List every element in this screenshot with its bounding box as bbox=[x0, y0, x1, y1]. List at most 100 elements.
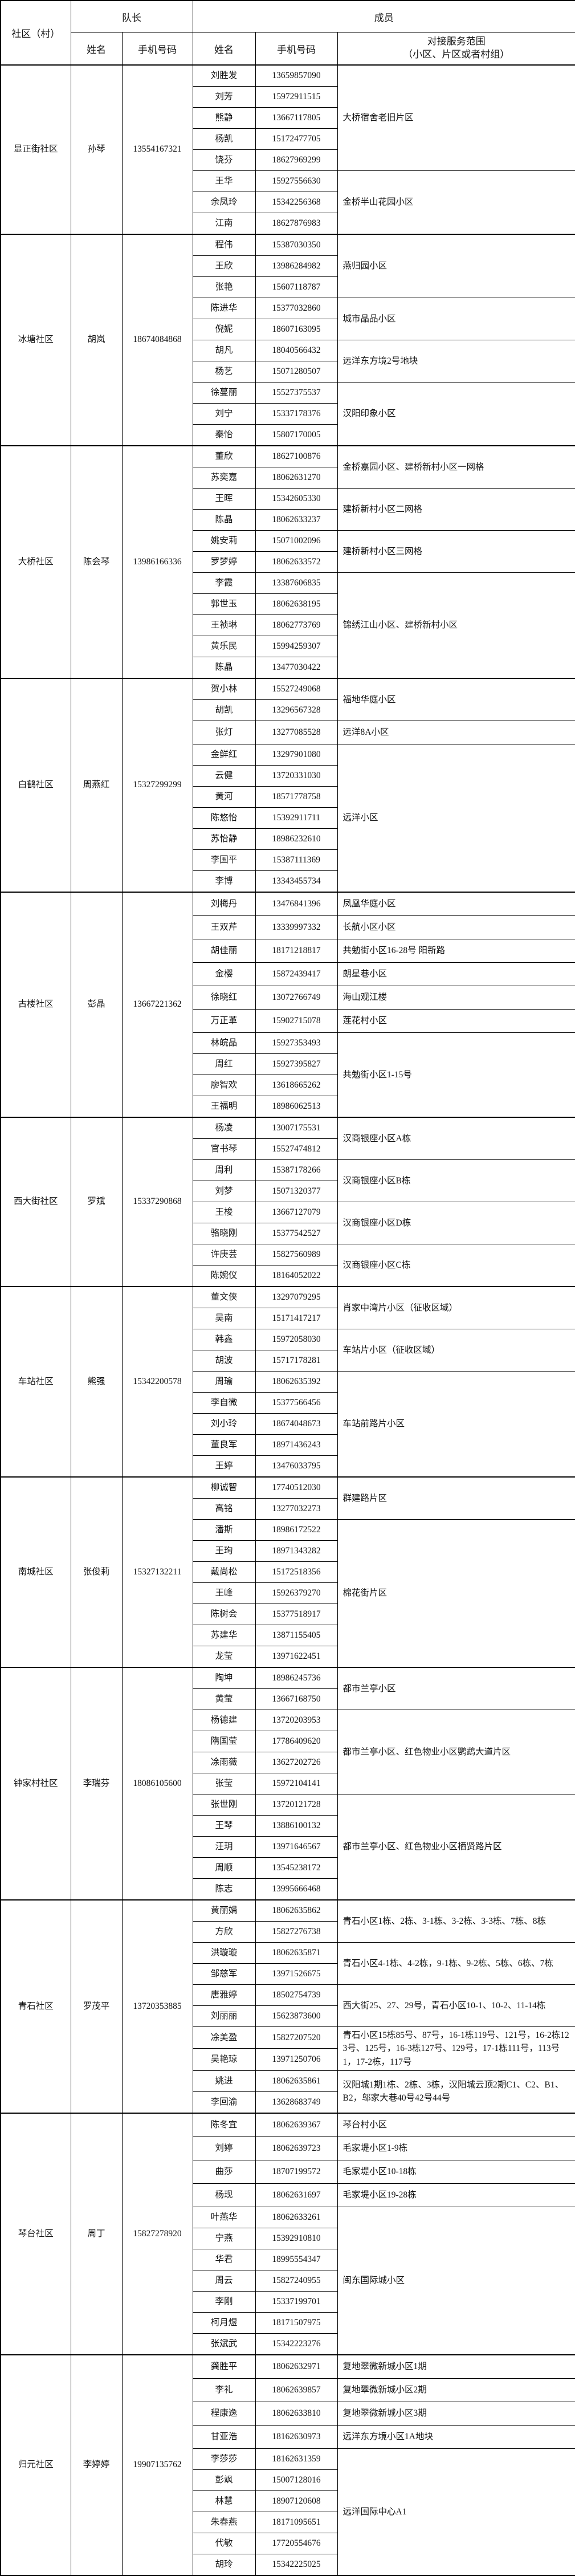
member-phone-cell: 15972058030 bbox=[255, 1329, 338, 1350]
service-scope-cell: 车站前路片小区 bbox=[337, 1371, 575, 1478]
member-phone-cell: 18986172522 bbox=[255, 1519, 338, 1541]
table-row: 周利 15387178266 汉商银座小区B栋 bbox=[1, 1159, 575, 1202]
member-name-cell: 杨德建 bbox=[192, 1710, 256, 1731]
member-phone-cell: 13297079295 bbox=[255, 1286, 338, 1308]
member-phone-cell: 17740512030 bbox=[255, 1476, 338, 1499]
member-name-cell: 官书琴 bbox=[192, 1138, 256, 1160]
member-name-cell: 熊静 bbox=[192, 107, 256, 129]
member-name-cell: 骆晓刚 bbox=[192, 1223, 256, 1244]
member-name-cell: 王琴 bbox=[192, 1815, 256, 1837]
service-scope-cell: 汉商银座小区A栋 bbox=[337, 1117, 575, 1160]
leader-phone-cell: 18086105600 bbox=[121, 1667, 193, 1901]
member-phone-cell: 18502754739 bbox=[255, 1984, 338, 2006]
service-scope-cell: 汉阳印象小区 bbox=[337, 382, 575, 446]
table-row: 李礼 18062639857 复地翠微新城小区2期 bbox=[1, 2378, 575, 2402]
member-phone-cell: 18062633810 bbox=[255, 2401, 338, 2426]
member-phone-cell: 18607163095 bbox=[255, 319, 338, 340]
leader-phone-cell: 15327132211 bbox=[121, 1476, 193, 1668]
service-scope-cell: 共勉街小区1-15号 bbox=[337, 1032, 575, 1118]
member-phone-cell: 15527249068 bbox=[255, 678, 338, 700]
table-row: 韩鑫 15972058030 车站片小区（征收区域） bbox=[1, 1329, 575, 1372]
table-row: 张斌武 15342223276 bbox=[1, 2333, 575, 2355]
member-name-cell: 王祯琳 bbox=[192, 615, 256, 636]
member-name-cell: 张斌武 bbox=[192, 2333, 256, 2355]
member-phone-cell: 18164052022 bbox=[255, 1265, 338, 1287]
member-name-cell: 朱春燕 bbox=[192, 2511, 256, 2533]
member-name-cell: 陈冬宜 bbox=[192, 2112, 256, 2137]
table-row: 杨现 18062631697 毛家堤小区19-28栋 bbox=[1, 2183, 575, 2207]
member-phone-cell: 18995554347 bbox=[255, 2248, 338, 2270]
table-row: 李霞 13387606835 锦绣江山小区、建桥新村小区 bbox=[1, 572, 575, 679]
service-scope-cell: 燕归园小区 bbox=[337, 234, 575, 298]
service-scope-cell: 远洋东方境小区1A地块 bbox=[337, 2424, 575, 2449]
table-row: 胡波 15717178281 bbox=[1, 1350, 575, 1372]
table-row: 王福明 18986062513 bbox=[1, 1096, 575, 1118]
table-row: 杨凯 15172477705 bbox=[1, 128, 575, 150]
member-phone-cell: 18062633237 bbox=[255, 509, 338, 531]
member-name-cell: 陈进华 bbox=[192, 298, 256, 319]
table-row: 青石社区 罗茂平 13720353885 黄丽娟 18062635862 青石小区1栋、2… bbox=[0, 1899, 575, 2114]
table-row: 西大街社区 罗斌 15337290868 杨凌 13007175531 汉商银座小区A栋 bbox=[0, 1117, 575, 1287]
member-name-cell: 郭世玉 bbox=[192, 593, 256, 615]
member-name-cell: 周红 bbox=[192, 1053, 256, 1075]
member-name-cell: 陈婉仪 bbox=[192, 1265, 256, 1287]
member-phone-cell: 15337178376 bbox=[255, 403, 338, 425]
table-row: 车站社区 熊强 15342200578 董文侠 13297079295 肖家中湾片小区（征… bbox=[0, 1286, 575, 1478]
member-name-cell: 胡凡 bbox=[192, 340, 256, 361]
table-row: 陈悠怡 15392911711 bbox=[1, 807, 575, 829]
member-name-cell: 李自微 bbox=[192, 1392, 256, 1414]
community-name-cell: 西大街社区 bbox=[0, 1117, 71, 1287]
service-scope-cell: 青石小区4-1栋、4-2栋，9-1栋、9-2栋、5栋、6栋、7栋 bbox=[337, 1942, 575, 1985]
header-scope-line1: 对接服务范围 bbox=[427, 36, 486, 47]
member-name-cell: 杨凌 bbox=[192, 1117, 256, 1139]
member-phone-cell: 13476841396 bbox=[255, 892, 338, 916]
member-phone-cell: 18627100876 bbox=[255, 445, 338, 467]
leader-name-cell: 周丁 bbox=[70, 2112, 123, 2355]
leader-phone-cell: 19907135762 bbox=[121, 2354, 193, 2576]
community-name-cell: 车站社区 bbox=[0, 1286, 71, 1478]
table-row: 徐蔓丽 15527375537 汉阳印象小区 bbox=[1, 382, 575, 446]
member-name-cell: 杨凯 bbox=[192, 128, 256, 150]
leader-phone-cell: 13986166336 bbox=[121, 445, 193, 679]
member-phone-cell: 18062773769 bbox=[255, 615, 338, 636]
member-name-cell: 姚进 bbox=[192, 2070, 256, 2092]
member-name-cell: 廖智欢 bbox=[192, 1075, 256, 1096]
leader-name-cell: 罗茂平 bbox=[70, 1899, 123, 2114]
member-name-cell: 李霞 bbox=[192, 572, 256, 594]
member-name-cell: 林慧 bbox=[192, 2490, 256, 2512]
table-row: 柯月煜 18171507975 bbox=[1, 2312, 575, 2334]
leader-name-cell: 李婷婷 bbox=[70, 2354, 123, 2576]
member-phone-cell: 15342225025 bbox=[255, 2553, 338, 2576]
service-scope-cell: 青石小区1栋、2栋、3-1栋、3-2栋、3-3栋、7栋、8栋 bbox=[337, 1899, 575, 1943]
leader-name-cell: 张俊莉 bbox=[70, 1476, 123, 1668]
member-name-cell: 黄莹 bbox=[192, 1688, 256, 1710]
community-name-cell: 冰塘社区 bbox=[0, 234, 71, 446]
table-row: 张莹 15972104141 bbox=[1, 1773, 575, 1794]
table-row: 陈晶 13477030422 bbox=[1, 657, 575, 679]
member-phone-cell: 18062639723 bbox=[255, 2136, 338, 2160]
member-phone-cell: 13659857090 bbox=[255, 64, 338, 87]
leader-phone-cell: 15342200578 bbox=[121, 1286, 193, 1478]
member-phone-cell: 15171417217 bbox=[255, 1308, 338, 1329]
member-name-cell: 陶坤 bbox=[192, 1667, 256, 1689]
service-scope-cell: 共勉街小区16-28号 阳新路 bbox=[337, 939, 575, 963]
member-phone-cell: 18171095651 bbox=[255, 2511, 338, 2533]
table-row: 陈婉仪 18164052022 bbox=[1, 1265, 575, 1287]
member-name-cell: 柯月煜 bbox=[192, 2312, 256, 2334]
member-phone-cell: 17786409620 bbox=[255, 1731, 338, 1752]
community-name-cell: 青石社区 bbox=[0, 1899, 71, 2114]
header-leader-name: 姓名 bbox=[70, 32, 123, 66]
member-phone-cell: 15927353493 bbox=[255, 1032, 338, 1054]
member-phone-cell: 15172518356 bbox=[255, 1561, 338, 1583]
header-leader-phone: 手机号码 bbox=[121, 32, 193, 66]
table-row: 王琴 13886100132 bbox=[1, 1815, 575, 1837]
table-row: 凃雨薇 13627202726 bbox=[1, 1752, 575, 1773]
member-phone-cell: 13720331030 bbox=[255, 765, 338, 787]
service-scope-cell: 毛家堤小区10-18栋 bbox=[337, 2159, 575, 2184]
member-name-cell: 江南 bbox=[192, 213, 256, 235]
member-phone-cell: 15926379270 bbox=[255, 1582, 338, 1604]
member-phone-cell: 15607118787 bbox=[255, 276, 338, 298]
header-member-group: 成员 bbox=[192, 0, 575, 32]
member-phone-cell: 15972911515 bbox=[255, 86, 338, 108]
